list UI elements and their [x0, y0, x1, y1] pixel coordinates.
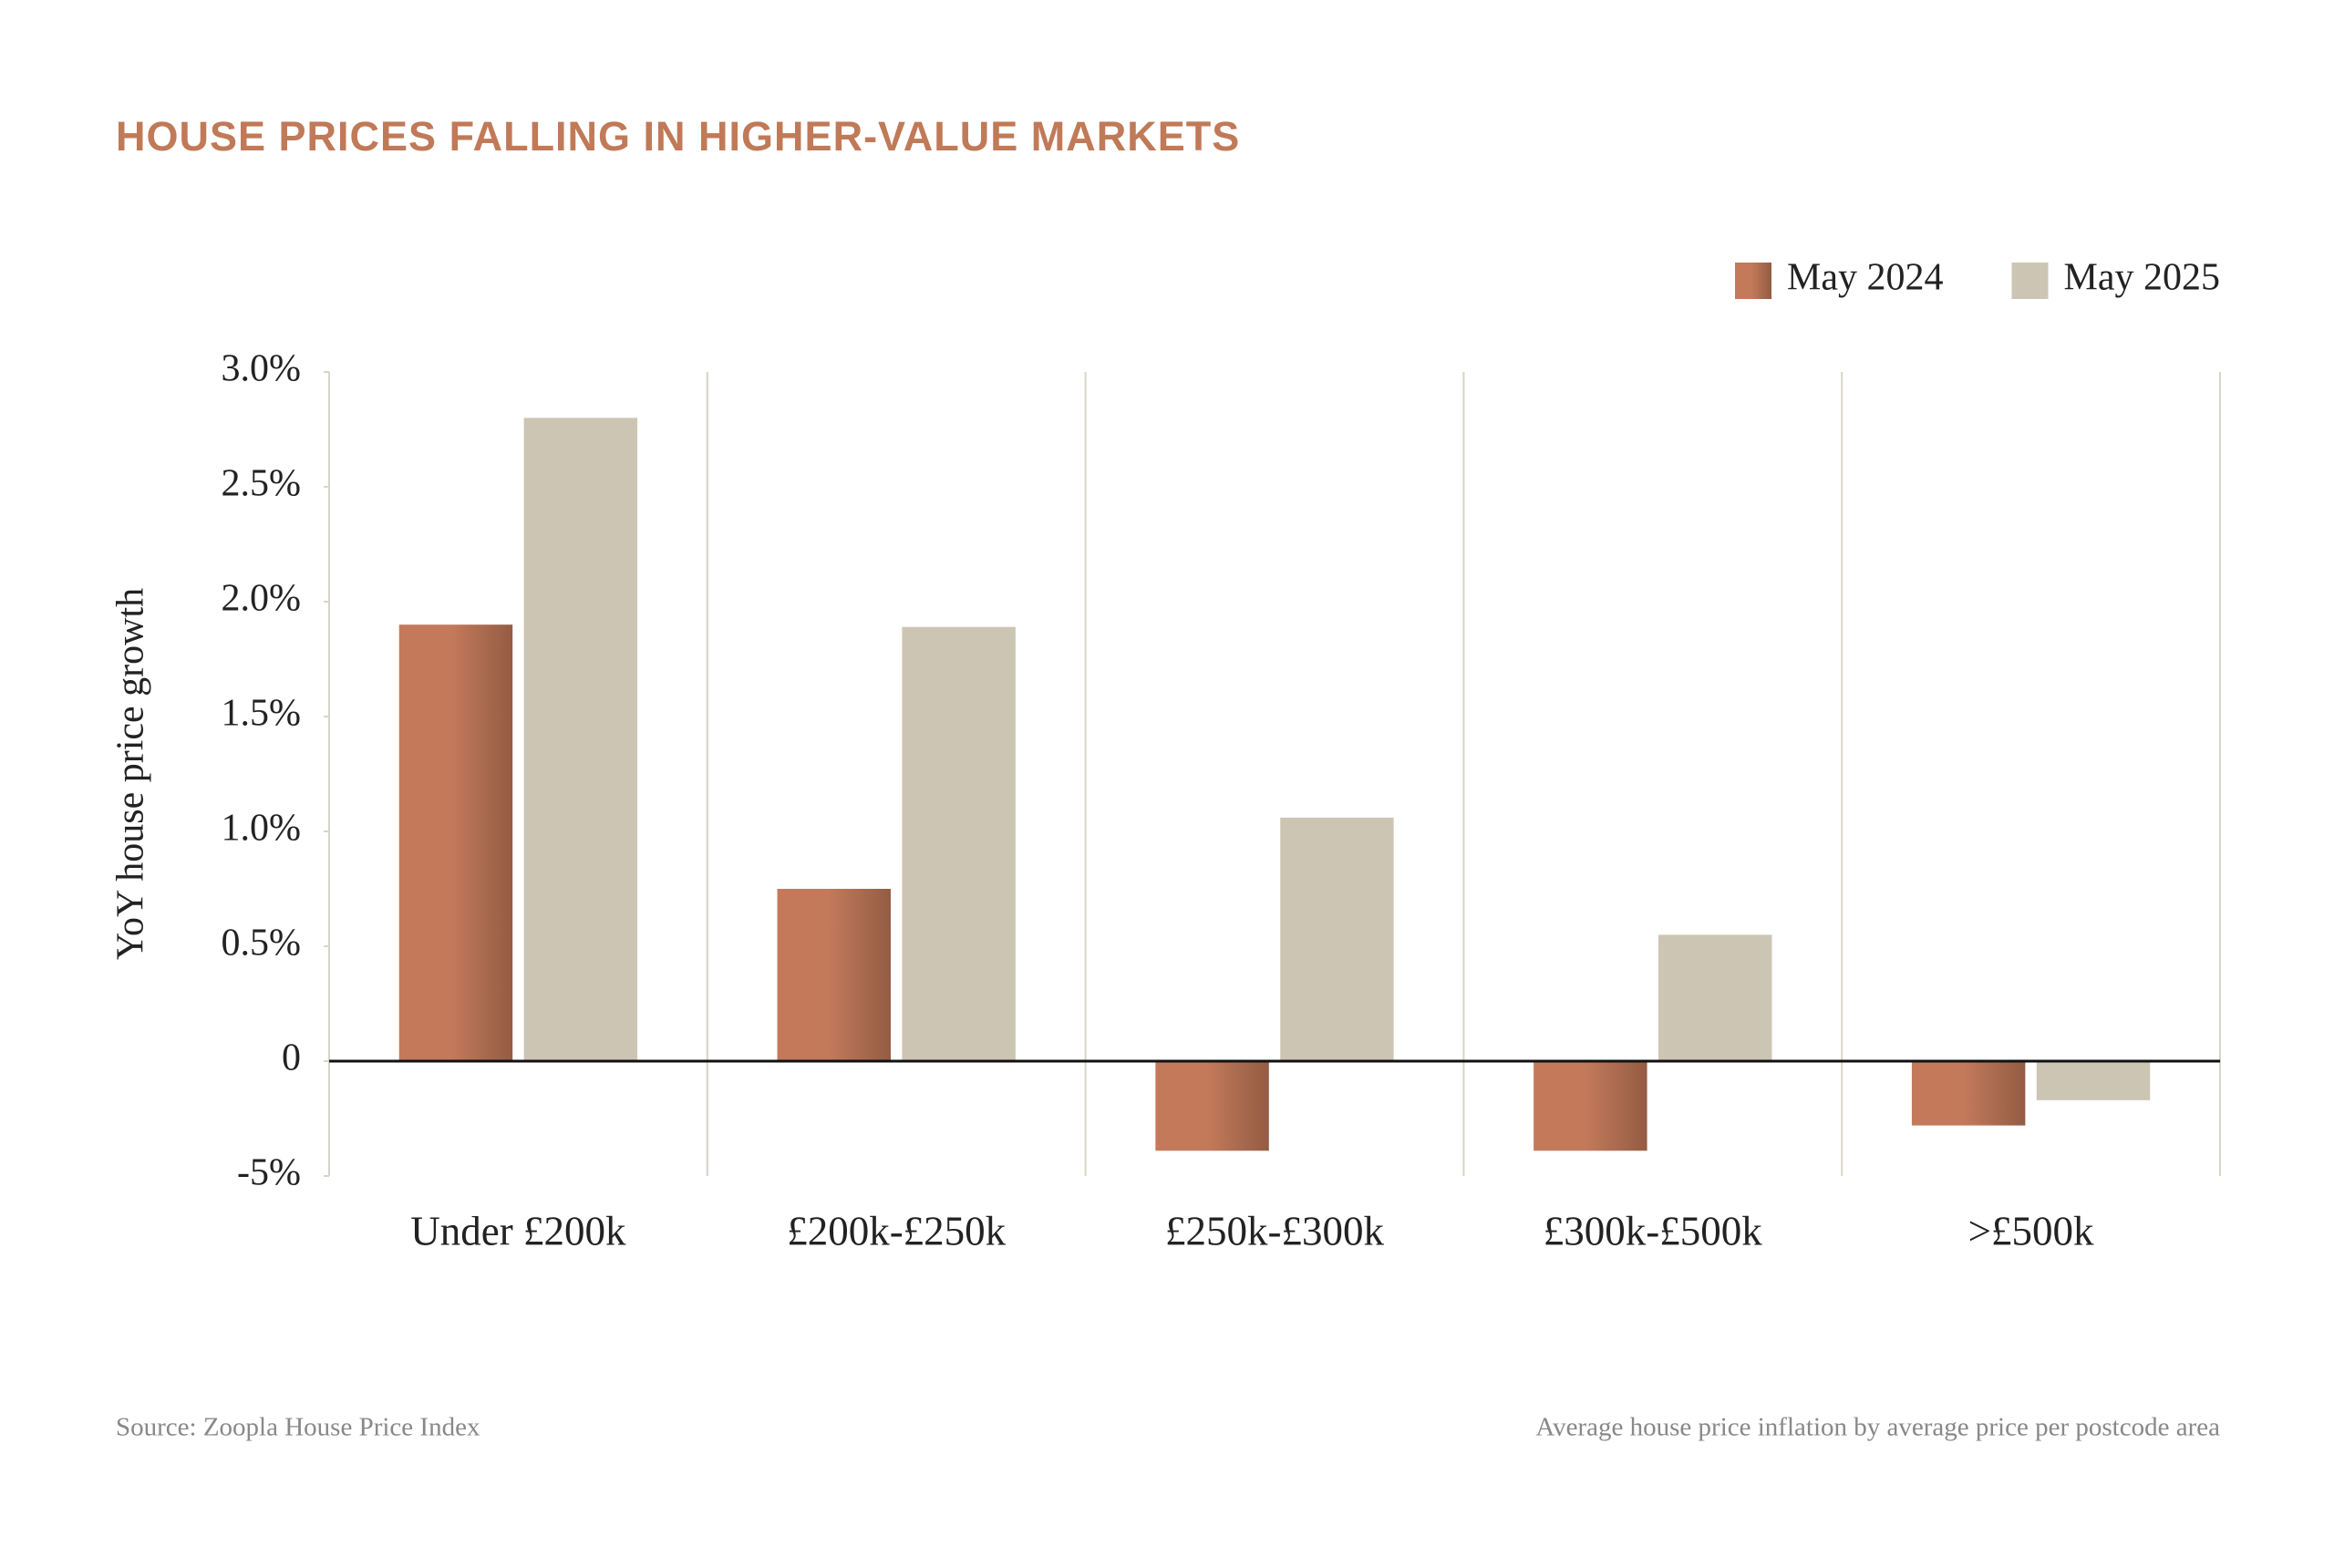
bar — [1280, 817, 1394, 1061]
chart-title: HOUSE PRICES FALLING IN HIGHER-VALUE MAR… — [116, 113, 1240, 160]
y-tick-label: 1.0% — [222, 808, 302, 850]
x-tick-label: £200k-£250k — [787, 1208, 1006, 1253]
bar — [777, 889, 891, 1061]
bar — [1534, 1061, 1647, 1151]
x-tick-label: Under £200k — [410, 1208, 626, 1253]
legend-swatch — [1735, 263, 1771, 299]
legend-label: May 2024 — [1787, 257, 1944, 299]
y-tick-label: 0.5% — [222, 923, 302, 965]
bar — [1658, 934, 1772, 1061]
bar — [902, 626, 1016, 1061]
y-axis-label: YoY house price growth — [110, 588, 152, 960]
bar — [1911, 1061, 2026, 1126]
y-tick-label: 0 — [282, 1037, 301, 1079]
note: Average house price inflation by average… — [1535, 1413, 2220, 1442]
x-tick-label: >£500k — [1968, 1208, 2094, 1253]
source: Source: Zoopla House Price Index — [116, 1413, 480, 1442]
y-tick-label: 2.5% — [222, 463, 302, 505]
x-tick-label: £300k-£500k — [1544, 1208, 1762, 1253]
legend-label: May 2025 — [2064, 257, 2221, 299]
y-tick-label: 1.5% — [222, 693, 302, 735]
y-tick-label: 2.0% — [222, 578, 302, 620]
bar — [1155, 1061, 1269, 1151]
bar — [398, 624, 513, 1061]
legend-swatch — [2011, 263, 2049, 299]
x-tick-label: £250k-£300k — [1165, 1208, 1384, 1253]
y-tick-label: -5% — [237, 1152, 301, 1194]
bar — [523, 418, 638, 1061]
bar — [2036, 1061, 2151, 1100]
y-tick-label: 3.0% — [222, 348, 302, 390]
